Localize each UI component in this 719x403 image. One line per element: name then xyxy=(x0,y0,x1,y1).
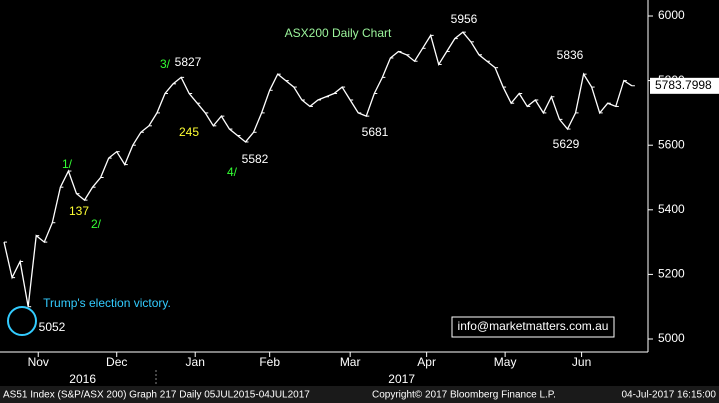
footer-text: AS51 Index (S&P/ASX 200) Graph 217 Daily… xyxy=(3,390,310,401)
footer-text: Copyright© 2017 Bloomberg Finance L.P. xyxy=(372,390,556,401)
annotation: Trump's election victory. xyxy=(43,296,171,310)
year-label: 2017 xyxy=(388,372,415,386)
annotation: 5582 xyxy=(242,152,269,166)
annotation: 5836 xyxy=(557,48,584,62)
highlight-circle xyxy=(7,306,37,336)
y-tick-label: 6000 xyxy=(658,8,685,22)
y-tick-label: 5000 xyxy=(658,331,685,345)
y-tick-label: 5200 xyxy=(658,267,685,281)
annotation: 5629 xyxy=(553,137,580,151)
annotation: 5681 xyxy=(362,125,389,139)
annotation: 5956 xyxy=(451,12,478,26)
x-tick-label: Mar xyxy=(340,355,361,369)
last-price-label: 5783.7998 xyxy=(655,78,712,92)
price-line xyxy=(3,31,633,307)
annotation: 3/ xyxy=(160,57,171,71)
annotation: 245 xyxy=(179,125,199,139)
last-price-box xyxy=(650,77,719,94)
footer-bar xyxy=(0,386,719,403)
x-tick-label: Feb xyxy=(259,355,280,369)
x-tick-label: May xyxy=(494,355,517,369)
chart-title: ASX200 Daily Chart xyxy=(285,26,392,40)
annotation: 4/ xyxy=(227,165,238,179)
annotation: 5827 xyxy=(175,55,202,69)
x-tick-label: Jan xyxy=(186,355,205,369)
annotation: 1/ xyxy=(62,157,73,171)
annotation: 2/ xyxy=(91,217,102,231)
footer-text: 04-Jul-2017 16:15:00 xyxy=(621,390,716,401)
watermark-box xyxy=(451,316,615,338)
year-label: 2016 xyxy=(69,372,96,386)
x-tick-label: Apr xyxy=(417,355,436,369)
x-tick-label: Dec xyxy=(106,355,127,369)
annotation: 137 xyxy=(69,204,89,218)
watermark: info@marketmatters.com.au xyxy=(458,319,609,333)
x-tick-label: Jun xyxy=(572,355,591,369)
y-tick-label: 5600 xyxy=(658,137,685,151)
annotation: 5052 xyxy=(39,320,66,334)
y-tick-label: 5400 xyxy=(658,202,685,216)
x-tick-label: Nov xyxy=(28,355,49,369)
